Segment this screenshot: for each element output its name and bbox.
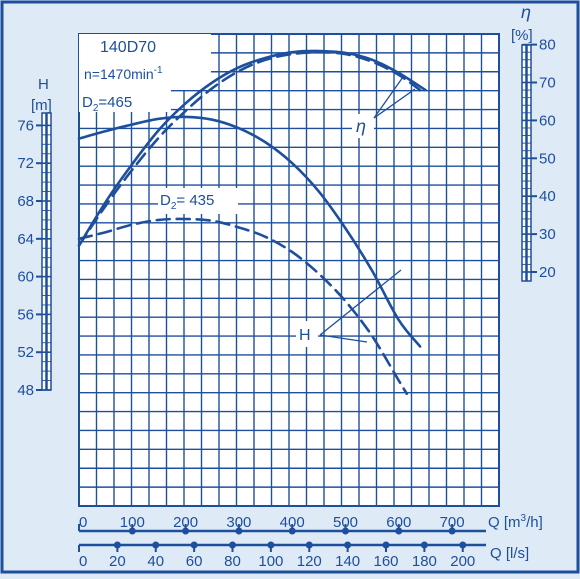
head-annotation-box (296, 321, 318, 347)
q-m3h-tick-dot (128, 527, 136, 535)
q-m3h-tick-label: 200 (173, 514, 198, 531)
eta-axis-ticks: 20 30 40 50 60 70 80 (522, 37, 556, 281)
q-ls-tick-label: 200 (450, 553, 475, 570)
eta-axis-tick-label: 40 (539, 188, 556, 205)
h-axis-tick-label: 68 (17, 193, 34, 210)
q-ls-tick-label: 40 (147, 553, 164, 570)
plot-border (78, 33, 500, 507)
q-ls-tick-dot (152, 541, 160, 549)
grid (79, 34, 499, 506)
q-m3h-tick-label: 700 (440, 514, 465, 531)
eta-axis: η [%] 20 30 40 50 60 70 80 (511, 2, 556, 282)
q-m3h-tick-label: 0 (79, 514, 87, 531)
q-ls-tick-label: 20 (109, 553, 126, 570)
eta-axis-unit: [%] (511, 27, 533, 44)
q-m3h-tick-label: 300 (226, 514, 251, 531)
q-ls-tick-label: 60 (186, 553, 203, 570)
q-ls-tick-dot (459, 541, 467, 549)
q-m3h-tick-dot (448, 527, 456, 535)
h-axis-tick-label: 52 (17, 344, 34, 361)
q-ls-tick-label: 0 (79, 553, 87, 570)
head-annotation: H (299, 327, 311, 344)
head-leader-1 (319, 269, 402, 336)
q-ls-tick-dot (420, 541, 428, 549)
q-m3h-tick-dot (395, 527, 403, 535)
eff-leader-2 (373, 88, 416, 119)
h-axis-ticks: 48 52 56 60 64 68 72 76 (17, 117, 51, 399)
d1-label: D2=465 (82, 94, 132, 114)
q-ls-tick-label: 120 (297, 553, 322, 570)
q-ls-tick-label: 100 (258, 553, 283, 570)
q-m3h-tick-dot (182, 527, 190, 535)
q-ls-axis-label: Q [l/s] (490, 545, 529, 562)
q-m3h-tick-label: 600 (386, 514, 411, 531)
q-m3h-tick-label: 500 (333, 514, 358, 531)
q-axes: 0 100 200 300 400 500 600 700 0 20 40 60 80 100 120 140… (78, 513, 543, 570)
eta-axis-tick-label: 70 (539, 75, 556, 92)
h-axis-tick-label: 60 (17, 269, 34, 286)
h-axis-tick-label: 72 (17, 155, 34, 172)
q-m3h-tick-dot (288, 527, 296, 535)
eta-axis-tick-label: 20 (539, 264, 556, 281)
head-leader-2 (319, 334, 368, 343)
eff-annotation: η (356, 116, 366, 136)
d2-label-box (158, 188, 238, 214)
q-ls-tick-dot (229, 541, 237, 549)
d1-label-box (79, 90, 171, 112)
q-axis-ticks: 0 100 200 300 400 500 600 700 0 20 40 60 80 100 120 140… (78, 514, 475, 570)
q-m3h-tick-dot (235, 527, 243, 535)
q-ls-tick-label: 160 (373, 553, 398, 570)
series-line-2 (77, 49, 427, 247)
h-axis-tick-label: 64 (17, 231, 34, 248)
q-ls-tick-dot (344, 541, 352, 549)
q-ls-tick-dot (113, 541, 121, 549)
h-axis-unit: [m] (31, 97, 52, 114)
q-ls-tick-label: 180 (412, 553, 437, 570)
curves (77, 49, 427, 396)
q-ls-tick-dot (267, 541, 275, 549)
h-axis-tick-label: 76 (17, 117, 34, 134)
q-ls-tick-dot (382, 541, 390, 549)
q-m3h-tick-label: 100 (120, 514, 145, 531)
series-line-3 (77, 50, 422, 247)
h-axis-tick-label: 48 (17, 382, 34, 399)
title-box (79, 34, 211, 90)
q-ls-tick-dot (305, 541, 313, 549)
h-axis: H [m] 48 52 56 60 64 68 72 76 (17, 76, 52, 399)
q-ls-tick-dot (190, 541, 198, 549)
q-ls-tick-label: 140 (335, 553, 360, 570)
eta-axis-symbol: η (521, 2, 531, 22)
chart-subtitle: n=1470min-1 (84, 65, 163, 82)
eta-axis-tick-label: 30 (539, 226, 556, 243)
chart-title: 140D70 (100, 39, 156, 56)
q-m3h-tick-dot (342, 527, 349, 535)
eta-axis-tick-label: 80 (539, 37, 556, 54)
q-m3h-tick-label: 400 (280, 514, 305, 531)
q-ls-tick-label: 80 (224, 553, 241, 570)
eta-axis-tick-label: 60 (539, 112, 556, 129)
h-axis-symbol: H (38, 76, 49, 93)
eff-annotation-box (352, 114, 374, 138)
q-m3h-axis-label: Q [m3/h] (488, 513, 543, 531)
d2-label: D2= 435 (160, 192, 214, 212)
h-axis-tick-label: 56 (17, 306, 34, 323)
series-line-0 (77, 115, 422, 348)
eff-leader-1 (373, 76, 404, 119)
eta-axis-tick-label: 50 (539, 150, 556, 167)
